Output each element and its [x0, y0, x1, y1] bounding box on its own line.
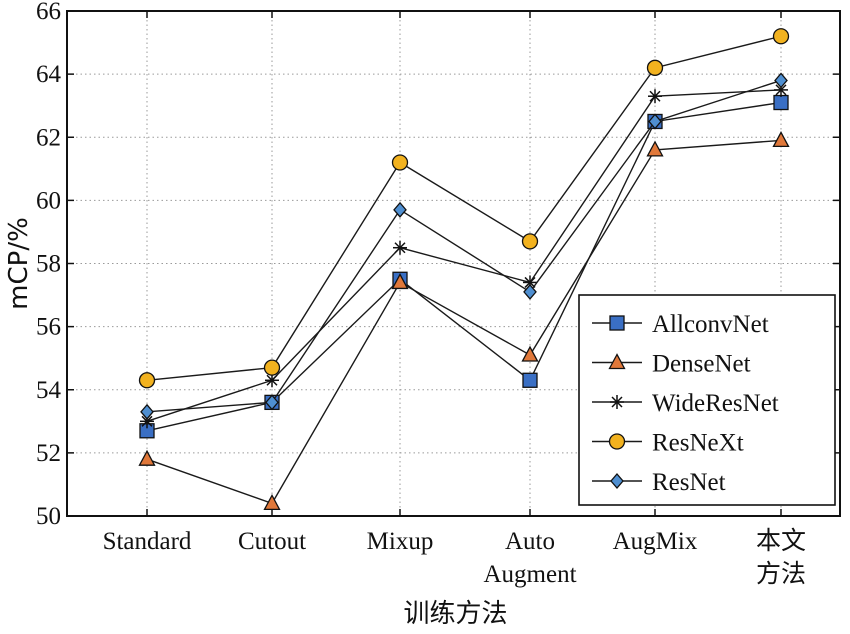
legend-label: AllconvNet [652, 311, 769, 338]
data-point-resnet [140, 403, 154, 420]
legend-marker-resnet [610, 473, 624, 489]
series-resnet [140, 72, 788, 420]
data-point-resnext [646, 59, 664, 76]
data-point-resnet [265, 394, 279, 411]
data-point-resnext [772, 28, 790, 45]
data-point-wideresnet [393, 240, 407, 255]
series-wideresnet [140, 82, 788, 429]
series-densenet [138, 131, 790, 511]
legend-marker-allconvnet [609, 315, 625, 331]
x-tick-label: AugMix [613, 528, 698, 555]
x-tick-label: 本文 [756, 527, 806, 555]
axis-ticks: 50 52 54 56 58 60 62 64 66 Standard Cutout Mixup Aut… [36, 0, 840, 588]
legend-label: DenseNet [652, 351, 751, 378]
y-tick-label: 58 [36, 251, 61, 278]
data-point-wideresnet [774, 82, 788, 97]
data-point-wideresnet [648, 89, 662, 104]
y-tick-label: 54 [36, 377, 62, 404]
legend-marker-resnext [608, 433, 626, 450]
legend-marker-densenet [608, 353, 626, 370]
data-point-wideresnet [140, 414, 154, 429]
data-point-resnext [391, 154, 409, 171]
legend-item-densenet: DenseNet [592, 351, 751, 378]
y-tick-label: 50 [36, 503, 61, 530]
series-group [138, 28, 790, 511]
data-point-resnext [521, 233, 539, 250]
legend-label: ResNeXt [652, 430, 744, 457]
y-tick-label: 60 [36, 187, 61, 214]
x-axis-title: 训练方法 [403, 599, 507, 629]
x-tick-label: Auto [505, 528, 555, 555]
data-point-allconvnet [522, 372, 538, 388]
data-point-densenet [263, 493, 281, 511]
data-point-resnext [263, 359, 281, 376]
x-tick-label: Cutout [238, 528, 306, 555]
data-point-wideresnet [265, 373, 279, 388]
x-tick-label: Augment [483, 561, 576, 588]
y-tick-label: 62 [36, 124, 61, 151]
legend-marker-wideresnet [610, 395, 624, 409]
legend-label: ResNet [652, 469, 726, 496]
data-point-densenet [138, 449, 156, 466]
data-point-resnet [648, 113, 662, 130]
data-point-resnext [138, 372, 156, 389]
legend-item-resnext: ResNeXt [592, 430, 744, 457]
legend-item-resnet: ResNet [592, 469, 726, 496]
data-point-allconvnet [773, 94, 789, 111]
data-point-densenet [646, 140, 664, 157]
y-tick-label: 56 [36, 314, 61, 341]
data-point-densenet [772, 131, 790, 148]
series-line-wideresnet [146, 89, 782, 422]
data-point-densenet [391, 273, 409, 290]
y-tick-label: 64 [36, 61, 62, 88]
legend-item-wideresnet: WideResNet [592, 390, 779, 417]
y-axis-title: mCP/% [4, 217, 34, 310]
series-line-allconvnet [146, 101, 782, 432]
x-tick-label: 方法 [756, 560, 806, 588]
series-line-resnet [146, 79, 782, 413]
data-point-densenet [521, 345, 539, 362]
legend: AllconvNet DenseNet WideResNet ResNeXt ResNe… [578, 294, 836, 506]
data-point-resnet [523, 283, 537, 300]
legend-item-allconvnet: AllconvNet [592, 311, 769, 338]
y-tick-label: 66 [36, 0, 61, 25]
y-tick-label: 52 [36, 440, 61, 467]
series-resnext [138, 28, 790, 389]
legend-label: WideResNet [652, 390, 779, 417]
data-point-resnet [774, 72, 788, 89]
series-line-resnext [146, 35, 782, 381]
x-tick-label: Mixup [367, 528, 434, 555]
series-line-densenet [146, 139, 782, 505]
data-point-resnet [393, 201, 407, 218]
x-tick-label: Standard [103, 528, 192, 555]
